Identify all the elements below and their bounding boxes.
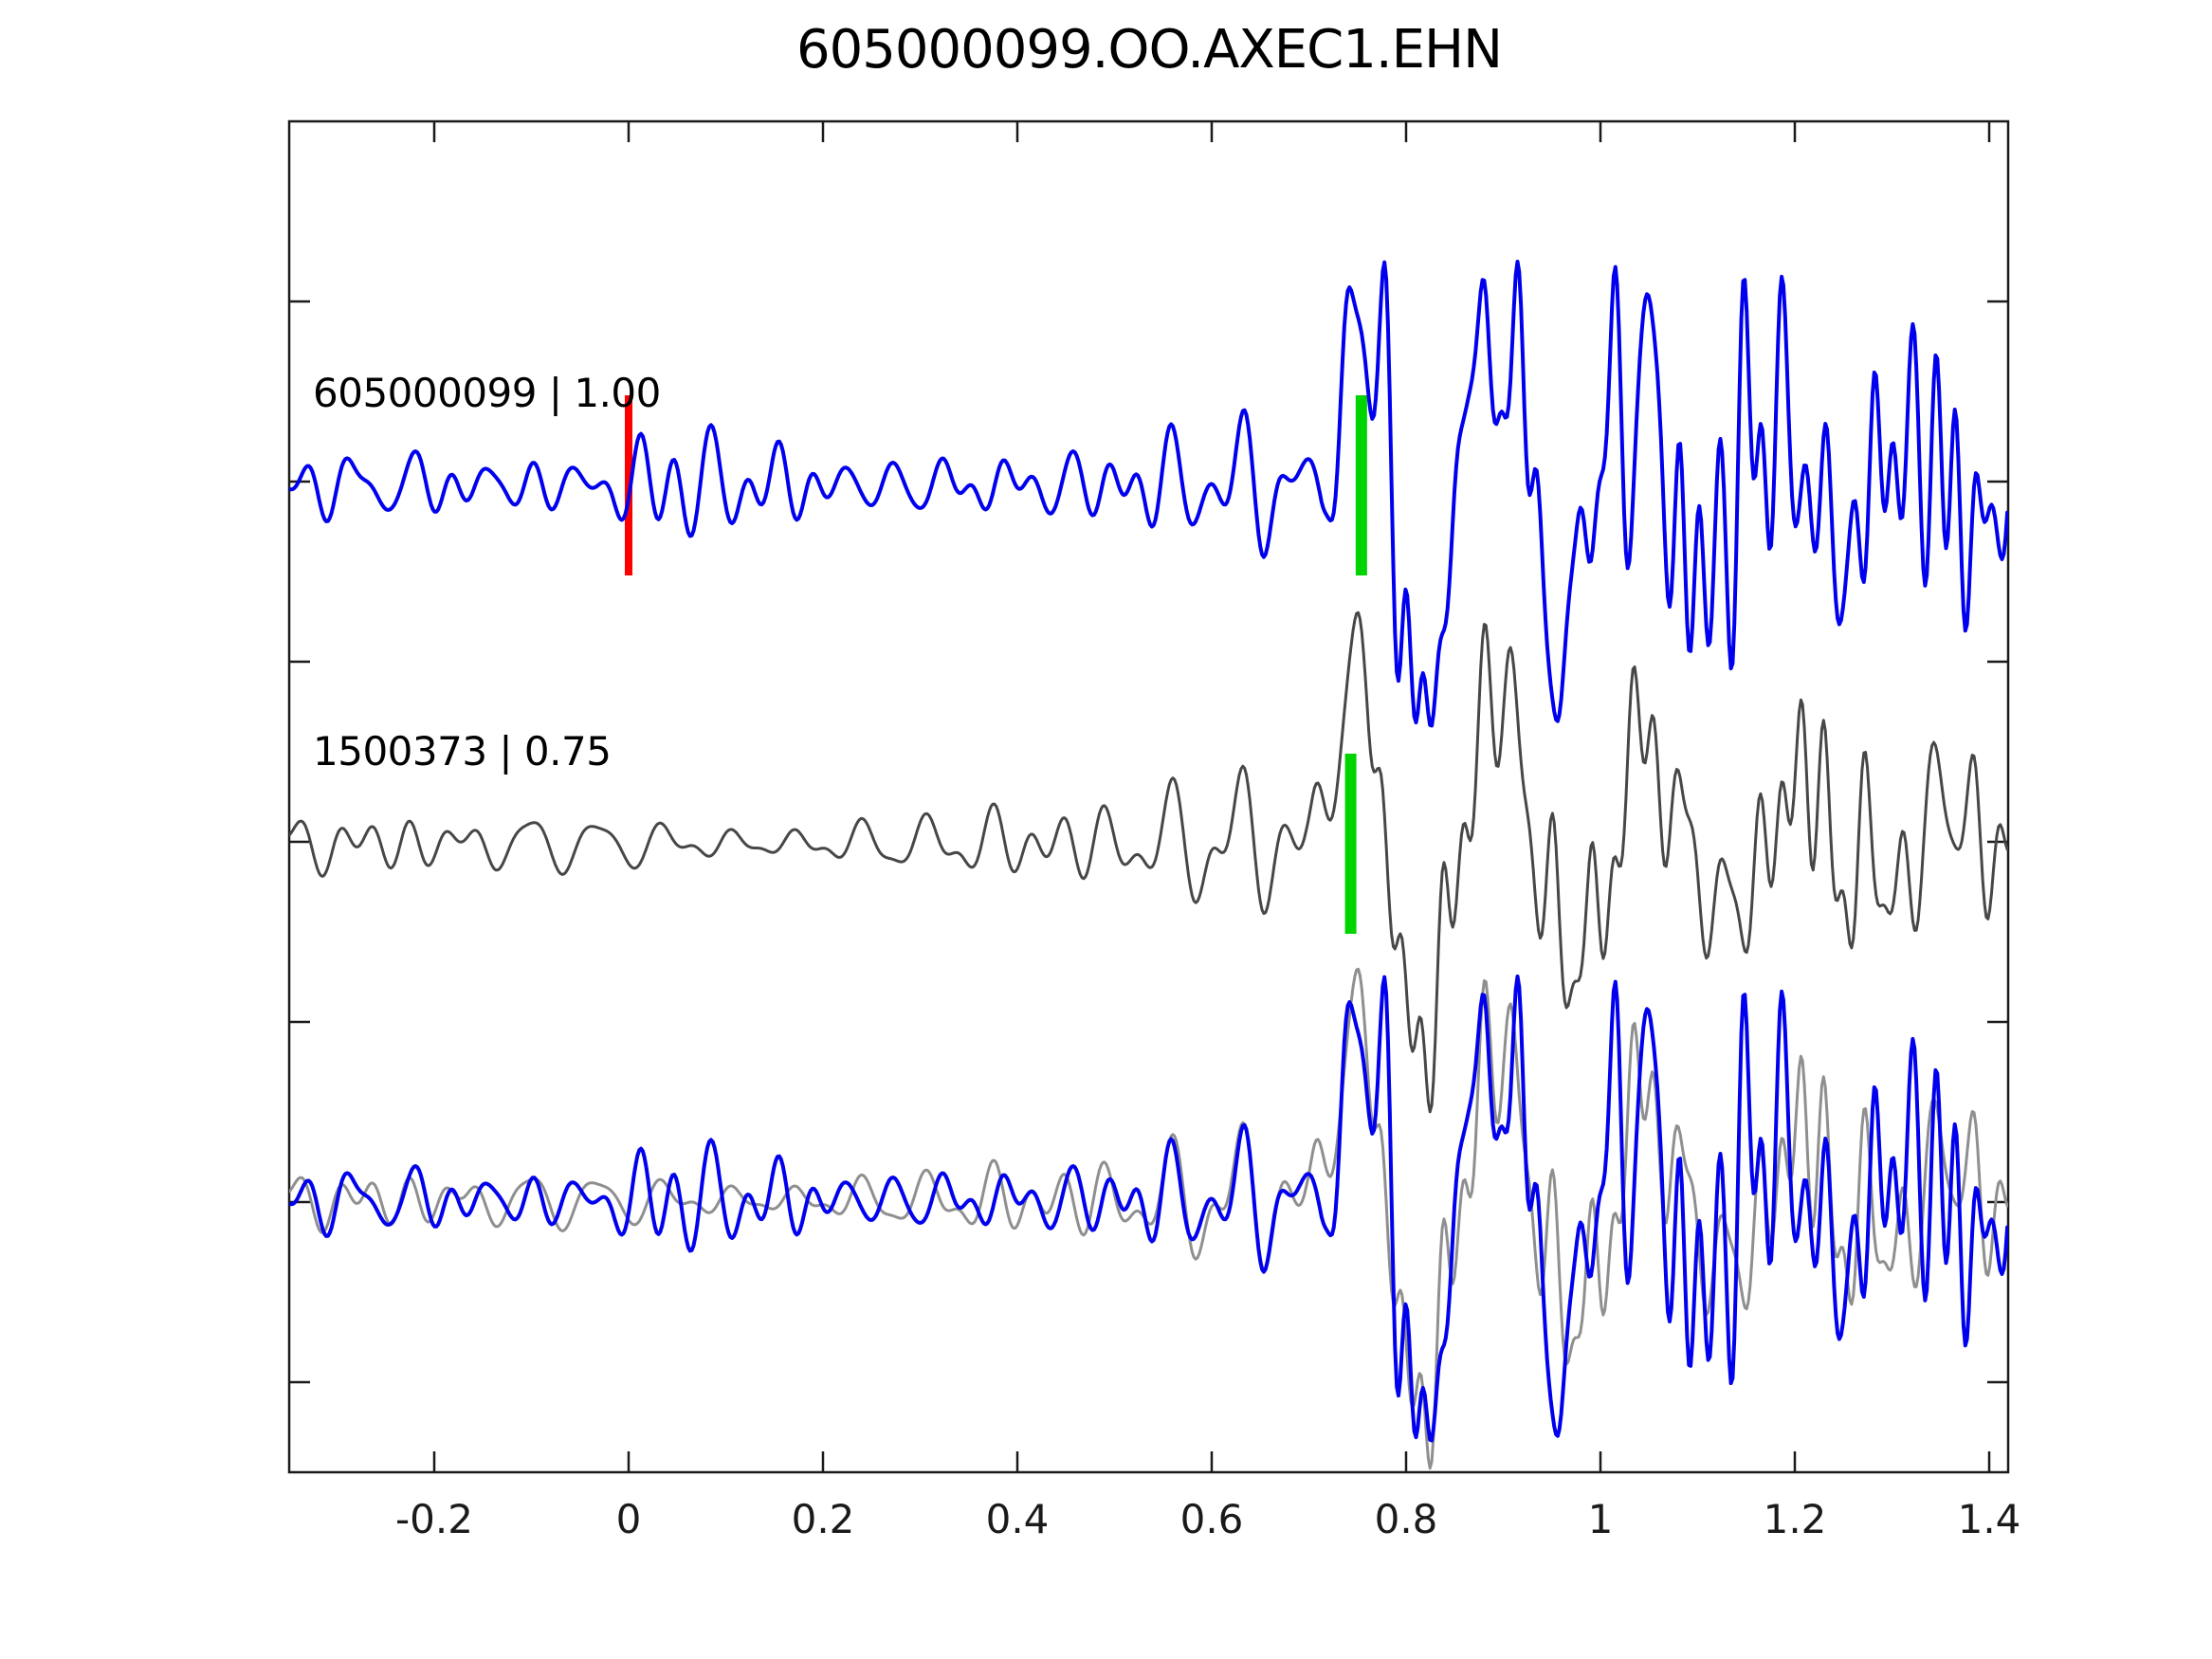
trace-template-panel1 [289, 260, 2008, 728]
trace-candidate-panel2 [289, 611, 2008, 1114]
trace-template-panel3 [289, 975, 2008, 1443]
x-tick-label: 0.6 [1179, 1496, 1244, 1542]
trace-label-candidate: 1500373 | 0.75 [313, 728, 612, 775]
x-tick-label: 1.2 [1763, 1496, 1827, 1542]
x-tick-label: 1 [1587, 1496, 1614, 1542]
x-tick-label: 1.4 [1957, 1496, 2021, 1542]
x-tick-label: 0 [615, 1496, 642, 1542]
trace-candidate-panel3 [289, 967, 2008, 1470]
x-tick-label: -0.2 [395, 1496, 473, 1542]
pick-marker [1344, 754, 1357, 934]
plot-border [287, 119, 2010, 1474]
pick-marker [1355, 395, 1367, 575]
page-title: 605000099.OO.AXEC1.EHN [795, 19, 1503, 81]
x-tick-label: 0.4 [985, 1496, 1050, 1542]
trace-label-template: 605000099 | 1.00 [313, 370, 661, 416]
x-tick-label: 0.2 [791, 1496, 855, 1542]
x-tick-label: 0.8 [1374, 1496, 1438, 1542]
zero-time-marker [625, 395, 632, 575]
traces-layer [289, 260, 2008, 1470]
